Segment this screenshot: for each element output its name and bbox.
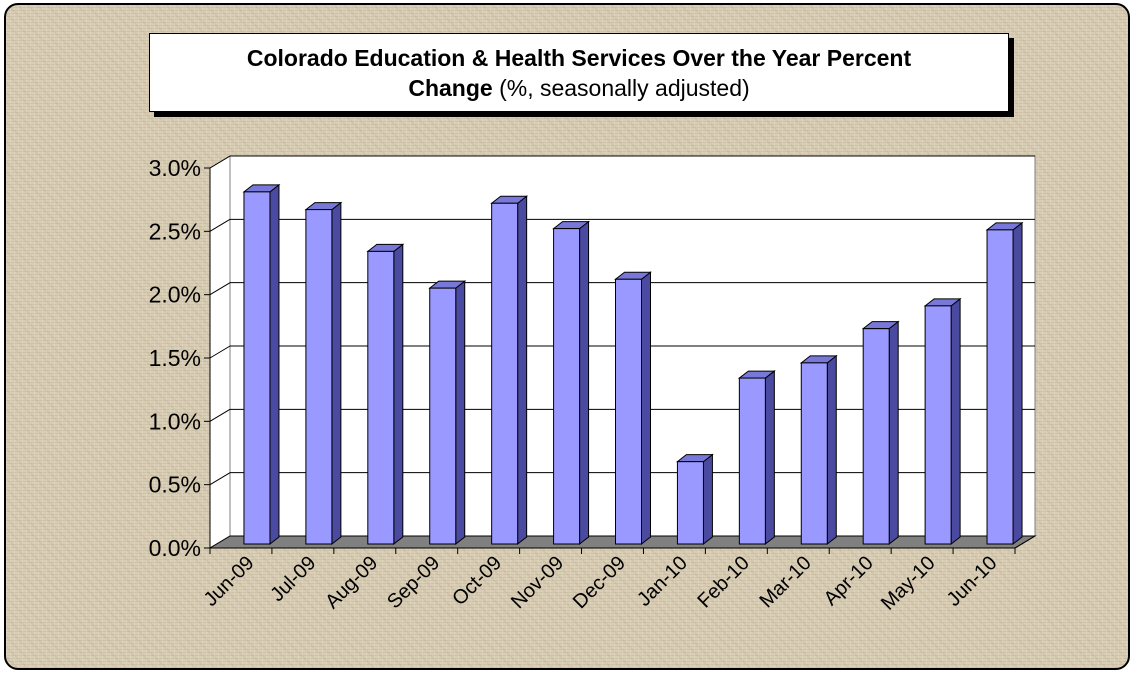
- bar: [367, 250, 395, 545]
- bar-side: [269, 183, 280, 546]
- bar-side: [826, 354, 837, 546]
- y-tick-label: 3.0%: [149, 155, 201, 181]
- x-tick-label: Nov-09: [507, 552, 568, 613]
- gridline-diagonal: [209, 472, 231, 486]
- x-tick-label: Jul-09: [266, 552, 320, 606]
- bar: [305, 209, 333, 545]
- bar-side: [950, 297, 961, 546]
- bar-side: [331, 201, 342, 546]
- gridline-diagonal: [209, 282, 231, 296]
- y-tick-label: 2.5%: [149, 218, 201, 244]
- bar: [429, 287, 457, 545]
- x-tick-label: Aug-09: [321, 552, 382, 613]
- gridline-diagonal: [209, 408, 231, 422]
- floor-edge: [1014, 535, 1036, 549]
- bar: [676, 461, 704, 545]
- x-tick-label: Apr-10: [820, 552, 878, 610]
- bar: [800, 362, 828, 545]
- x-tick-label: Oct-09: [448, 552, 506, 610]
- bar-side: [517, 195, 528, 546]
- bar-side: [888, 320, 899, 546]
- gridline-diagonal: [209, 218, 231, 232]
- y-tick-label: 1.0%: [149, 408, 201, 434]
- x-tick-label: Jun-10: [943, 552, 1002, 611]
- bar: [986, 229, 1014, 545]
- y-tick-label: 1.5%: [149, 345, 201, 371]
- bar: [862, 328, 890, 545]
- bar-side: [764, 370, 775, 546]
- bar: [738, 377, 766, 545]
- chart-title: Colorado Education & Health Services Ove…: [149, 33, 1009, 112]
- bar: [491, 202, 519, 545]
- bar: [615, 278, 642, 545]
- x-tick-label: Dec-09: [569, 552, 630, 613]
- bar: [924, 305, 952, 545]
- bar-side: [702, 453, 713, 546]
- bar-side: [641, 271, 651, 546]
- bar-side: [1012, 221, 1023, 546]
- y-tick-label: 2.0%: [149, 282, 201, 308]
- y-tick-label: 0.0%: [149, 535, 201, 561]
- y-tick-label: 0.5%: [149, 472, 201, 498]
- x-tick-label: Jan-10: [633, 552, 692, 611]
- x-tick-label: Sep-09: [383, 552, 444, 613]
- x-tick-label: Jun-09: [200, 552, 259, 611]
- bar: [243, 191, 271, 545]
- x-tick-label: Feb-10: [694, 552, 754, 612]
- bar-side: [393, 243, 404, 546]
- bar-side: [579, 220, 590, 546]
- gridline-diagonal: [209, 345, 231, 359]
- x-tick-label: May-10: [877, 552, 940, 615]
- chart-subtitle: (%, seasonally adjusted): [499, 74, 750, 101]
- gridline-diagonal: [209, 155, 231, 169]
- chart-title-line-2: Change (%, seasonally adjusted): [408, 74, 750, 101]
- bar-side: [455, 280, 466, 546]
- bar: [553, 228, 581, 545]
- x-tick-label: Mar-10: [755, 552, 815, 612]
- chart-title-line-1: Colorado Education & Health Services Ove…: [246, 44, 912, 71]
